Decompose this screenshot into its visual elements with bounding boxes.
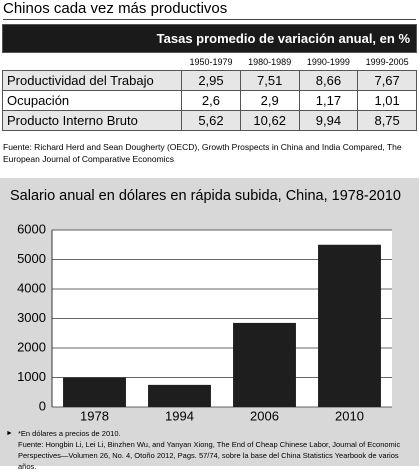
footnote-line: *En dólares a precios de 2010. [18, 428, 413, 439]
table-cell: 1,01 [357, 90, 417, 111]
table-cell: 2,6 [181, 90, 241, 111]
y-tick-label: 1000 [17, 369, 46, 384]
bar [148, 384, 211, 407]
chart-panel: Salario anual en dólares en rápida subid… [0, 178, 419, 471]
y-tick-label: 2000 [17, 339, 46, 354]
header-cell [2, 52, 182, 71]
column-header: 1999-2005 [357, 52, 417, 71]
bar [63, 377, 126, 407]
bar [318, 244, 381, 407]
bar [233, 322, 296, 407]
table-cell: 8,75 [357, 110, 417, 131]
table-cell: 10,62 [239, 110, 300, 131]
column-header: 1950-1979 [181, 52, 241, 71]
table-caption: Tasas promedio de variación anual, en % [2, 24, 417, 53]
table-row: Producto Interno Bruto 5,62 10,62 9,94 8,75 [1, 110, 417, 131]
table-cell: 7,67 [357, 70, 417, 91]
header-row: 1950-1979 1980-1989 1990-1999 1999-2005 [2, 52, 417, 71]
x-tick-label: 2010 [335, 408, 364, 423]
source-note: Fuente: Richard Herd and Sean Dougherty … [3, 142, 402, 164]
y-tick-label: 6000 [17, 221, 46, 236]
column-header: 1980-1989 [240, 52, 300, 71]
table-cell: 5,62 [181, 110, 241, 131]
table-cell: 9,94 [298, 110, 359, 131]
table-cell: 2,95 [181, 70, 241, 91]
y-tick-label: 5000 [17, 251, 46, 266]
row-label: Productividad del Trabajo [1, 70, 183, 91]
y-tick-label: 0 [39, 398, 46, 413]
data-table: Tasas promedio de variación anual, en % 1… [1, 24, 417, 131]
y-tick-label: 3000 [17, 310, 46, 325]
row-label: Producto Interno Bruto [1, 110, 183, 131]
chart: Salario anual en dólares en rápida subid… [10, 188, 401, 424]
x-tick-label: 1978 [80, 408, 109, 423]
table-row: Ocupación 2,6 2,9 1,17 1,01 [1, 90, 417, 111]
footnote-line: Fuente: Hongbin Li, Lei Li, Binzhen Wu, … [18, 440, 401, 471]
y-tick-label: 4000 [17, 280, 46, 295]
x-tick-label: 2006 [250, 408, 279, 423]
caption-row: Tasas promedio de variación anual, en % [2, 24, 417, 53]
table-cell: 1,17 [298, 90, 359, 111]
table-cell: 7,51 [239, 70, 300, 91]
page-title: Chinos cada vez más productivos [3, 0, 416, 20]
column-header: 1990-1999 [299, 52, 358, 71]
table-cell: 8,66 [298, 70, 359, 91]
table-row: Productividad del Trabajo 2,95 7,51 8,66 7,6… [1, 70, 417, 91]
row-label: Ocupación [1, 90, 183, 111]
table-cell: 2,9 [239, 90, 300, 111]
chart-title: Salario anual en dólares en rápida subid… [10, 188, 401, 204]
x-tick-label: 1994 [165, 408, 194, 423]
chart-footnote: *En dólares a precios de 2010.Fuente: Ho… [18, 428, 413, 472]
